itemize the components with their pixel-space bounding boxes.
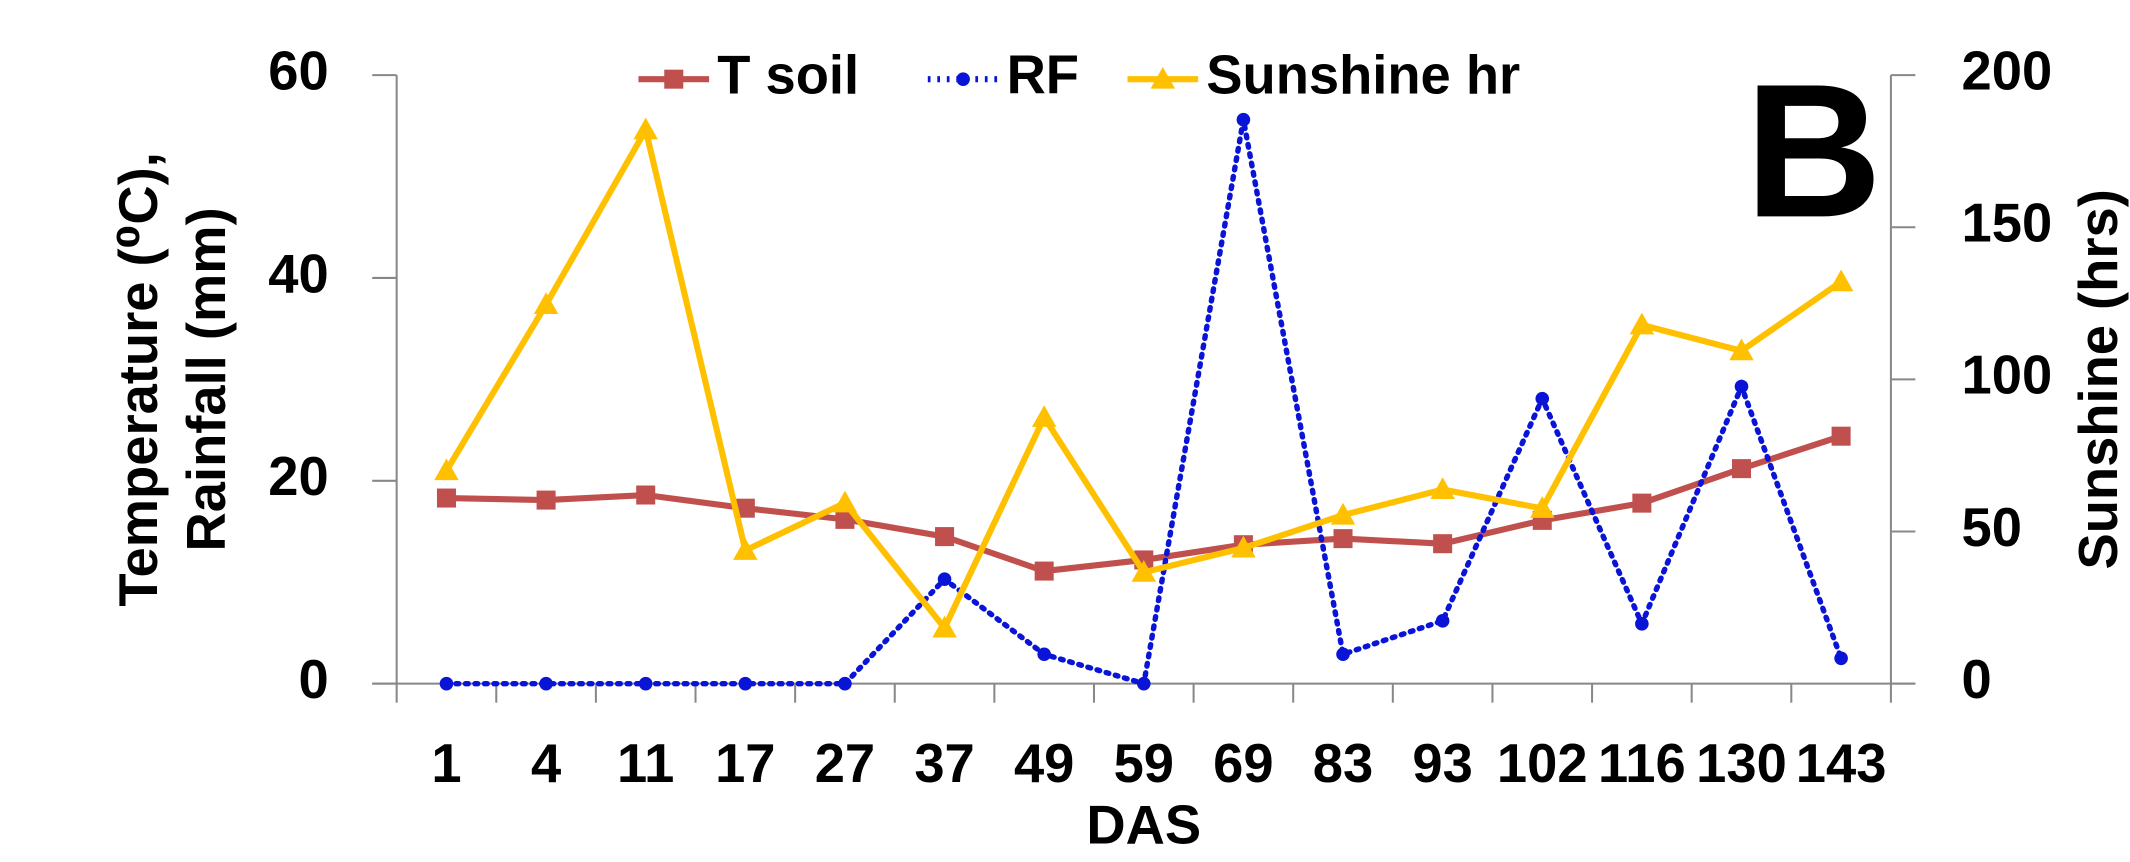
data-point: [738, 676, 753, 691]
y2-tick-label: 50: [1962, 497, 2022, 558]
x-tick-label: 37: [914, 733, 974, 794]
y-axis-title: Temperature (⁰C), Rainfall (mm): [108, 152, 237, 606]
legend: T soil RF Sunshine hr: [638, 45, 1520, 106]
y2-tick-label: 100: [1962, 345, 2053, 406]
data-point: [539, 676, 553, 691]
legend-marker: [664, 69, 684, 89]
legend-marker: [956, 72, 970, 86]
data-point: [439, 676, 454, 691]
data-point: [1034, 561, 1054, 581]
x-tick-label: 83: [1313, 733, 1373, 794]
y-tick-label: 60: [268, 40, 328, 101]
data-point: [1336, 647, 1350, 662]
panel-label: B: [1745, 45, 1882, 257]
x-tick-label: 17: [715, 733, 775, 794]
data-point: [1236, 112, 1251, 127]
data-point: [1834, 651, 1848, 666]
series-line: [443, 119, 1844, 688]
x-tick-label: 4: [531, 733, 561, 794]
y-tick-label: 20: [268, 446, 328, 507]
y2-tick-label: 200: [1962, 40, 2053, 101]
data-point: [1330, 502, 1356, 525]
data-point: [436, 488, 456, 508]
x-tick-label: 69: [1213, 733, 1273, 794]
series: [436, 426, 1851, 581]
data-point: [633, 117, 658, 140]
data-point: [735, 498, 755, 518]
data-point: [937, 572, 952, 586]
data-point: [1831, 426, 1851, 446]
data-point: [1535, 391, 1550, 406]
data-point: [1729, 338, 1754, 361]
data-point: [1734, 379, 1749, 394]
series: [439, 112, 1848, 691]
data-point: [536, 490, 556, 510]
data-point: [1530, 496, 1555, 518]
x-tick-label: 102: [1497, 733, 1588, 794]
data-point: [832, 490, 858, 513]
legend-label: RF: [1007, 45, 1079, 106]
data-point: [1629, 312, 1655, 335]
data-point: [1136, 676, 1151, 691]
data-point: [1333, 529, 1353, 549]
data-point: [1430, 477, 1455, 500]
data-point: [1037, 647, 1051, 662]
x-tick-label: 11: [617, 733, 674, 794]
x-tick-label: 49: [1014, 733, 1074, 794]
data-point: [932, 615, 957, 638]
legend-marker: [1150, 66, 1176, 89]
y2-tick-label: 150: [1962, 193, 2053, 254]
data-point: [1731, 459, 1752, 479]
data-point: [1828, 269, 1854, 292]
data-point: [733, 538, 758, 560]
legend-label: Sunshine hr: [1206, 45, 1520, 106]
x-tick-label: 130: [1696, 733, 1787, 794]
data-point: [638, 676, 653, 691]
data-point: [434, 458, 459, 481]
y2-tick-label: 0: [1962, 649, 1992, 710]
y-axis-title-line: Temperature (⁰C),: [108, 152, 169, 606]
x-tick-label: 116: [1598, 733, 1686, 794]
x-tick-label: 1: [431, 733, 461, 794]
data-point: [1433, 534, 1453, 554]
x-tick-label: 59: [1114, 733, 1174, 794]
data-point: [838, 676, 852, 691]
x-tick-label: 93: [1412, 733, 1472, 794]
legend-label: T soil: [717, 45, 859, 106]
data-point: [533, 292, 559, 315]
x-axis-title: DAS: [1086, 794, 1201, 855]
data-point: [1635, 617, 1649, 631]
x-tick-label: 27: [815, 733, 875, 794]
y2-axis-title: Sunshine (hrs): [2068, 189, 2129, 569]
data-point: [1231, 535, 1256, 558]
data-point: [1435, 613, 1450, 628]
y-tick-label: 0: [299, 649, 329, 710]
data-point: [636, 485, 656, 505]
data-point: [1031, 405, 1057, 427]
data-point: [935, 527, 955, 547]
y-tick-label: 40: [268, 243, 328, 304]
series: [434, 117, 1854, 638]
data-point: [1131, 560, 1157, 582]
y-axis-title-line: Rainfall (mm): [176, 207, 237, 551]
data-point: [1632, 493, 1652, 513]
data-point: [835, 509, 855, 529]
x-tick-label: 143: [1796, 733, 1887, 794]
